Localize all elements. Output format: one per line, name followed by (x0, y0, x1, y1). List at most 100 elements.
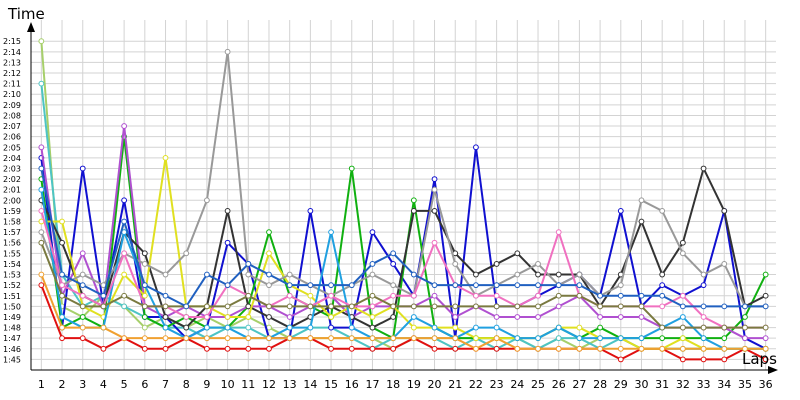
data-point (286, 271, 293, 278)
y-tick-label: 2:04 (3, 154, 21, 163)
data-point (535, 345, 541, 352)
data-point (224, 282, 231, 289)
data-point (555, 229, 562, 236)
data-point (162, 154, 169, 161)
data-point (79, 314, 86, 320)
data-point (410, 292, 417, 299)
data-point (762, 292, 769, 299)
data-point (141, 324, 148, 331)
data-point (452, 282, 459, 289)
data-point (59, 239, 65, 246)
data-point (679, 303, 686, 310)
x-axis-title: Laps (742, 350, 777, 368)
data-point (514, 271, 521, 278)
y-tick-label: 2:11 (3, 80, 21, 89)
series-line (40, 242, 766, 329)
data-point (100, 324, 107, 331)
data-point (38, 80, 45, 87)
data-point (555, 282, 562, 289)
y-tick-label: 1:51 (3, 292, 21, 301)
data-point (79, 282, 86, 289)
data-point (79, 335, 86, 342)
x-tick-label: 36 (759, 378, 773, 391)
x-tick-label: 20 (428, 378, 442, 391)
data-point (493, 282, 500, 289)
data-point (79, 303, 86, 310)
data-point (452, 314, 459, 320)
data-point (617, 282, 624, 289)
data-point (597, 314, 603, 320)
data-point (245, 261, 252, 267)
data-point (700, 335, 707, 342)
data-point (266, 271, 272, 278)
data-point (38, 229, 45, 236)
data-point (204, 324, 210, 331)
data-point (224, 48, 231, 55)
data-point (452, 335, 459, 342)
data-point (59, 335, 65, 342)
data-point (473, 324, 479, 331)
data-point (245, 292, 252, 299)
x-tick-label: 26 (552, 378, 566, 391)
data-point (514, 345, 521, 352)
data-point (576, 282, 583, 289)
data-point (762, 335, 769, 342)
data-point (659, 282, 666, 289)
data-point (493, 261, 500, 267)
y-tick-label: 2:08 (3, 111, 21, 120)
data-point (617, 345, 624, 352)
y-tick-label: 2:10 (3, 90, 21, 99)
data-point (659, 324, 666, 331)
data-point (555, 345, 562, 352)
data-point (555, 292, 562, 299)
y-tick-label: 2:03 (3, 164, 21, 173)
x-tick-label: 23 (490, 378, 504, 391)
data-point (348, 303, 355, 310)
data-point (204, 303, 210, 310)
data-point (224, 303, 231, 310)
data-point (59, 314, 65, 320)
data-point (286, 303, 293, 310)
data-point (204, 271, 210, 278)
data-point (700, 356, 707, 363)
x-tick-label: 10 (221, 378, 235, 391)
data-point (473, 292, 479, 299)
x-tick-label: 11 (241, 378, 255, 391)
y-tick-label: 1:52 (3, 281, 21, 290)
data-point (162, 335, 169, 342)
data-point (266, 229, 272, 236)
data-point (100, 345, 107, 352)
data-point (224, 314, 231, 320)
data-point (410, 197, 417, 204)
data-point (576, 324, 583, 331)
data-point (183, 303, 190, 310)
data-point (410, 335, 417, 342)
series-3 (38, 282, 769, 363)
data-point (328, 345, 334, 352)
data-point (328, 303, 334, 310)
data-point (721, 261, 728, 267)
y-tick-label: 2:02 (3, 175, 21, 184)
data-point (348, 335, 355, 342)
x-tick-label: 9 (203, 378, 210, 391)
data-point (514, 314, 521, 320)
series-line (40, 274, 766, 350)
data-point (597, 303, 603, 310)
data-point (535, 261, 541, 267)
data-point (390, 261, 397, 267)
data-point (452, 303, 459, 310)
series-2 (38, 80, 769, 352)
data-point (742, 335, 748, 342)
series-line (40, 168, 766, 308)
data-point (59, 282, 65, 289)
x-tick-label: 21 (448, 378, 462, 391)
series-line (40, 146, 767, 350)
y-tick-label: 1:47 (3, 334, 21, 343)
data-point (762, 303, 769, 310)
y-tick-label: 1:56 (3, 239, 21, 248)
x-tick-label: 8 (183, 378, 190, 391)
y-tick-label: 2:13 (3, 58, 21, 67)
data-point (700, 324, 707, 331)
series-5 (38, 133, 769, 342)
data-point (286, 314, 293, 320)
